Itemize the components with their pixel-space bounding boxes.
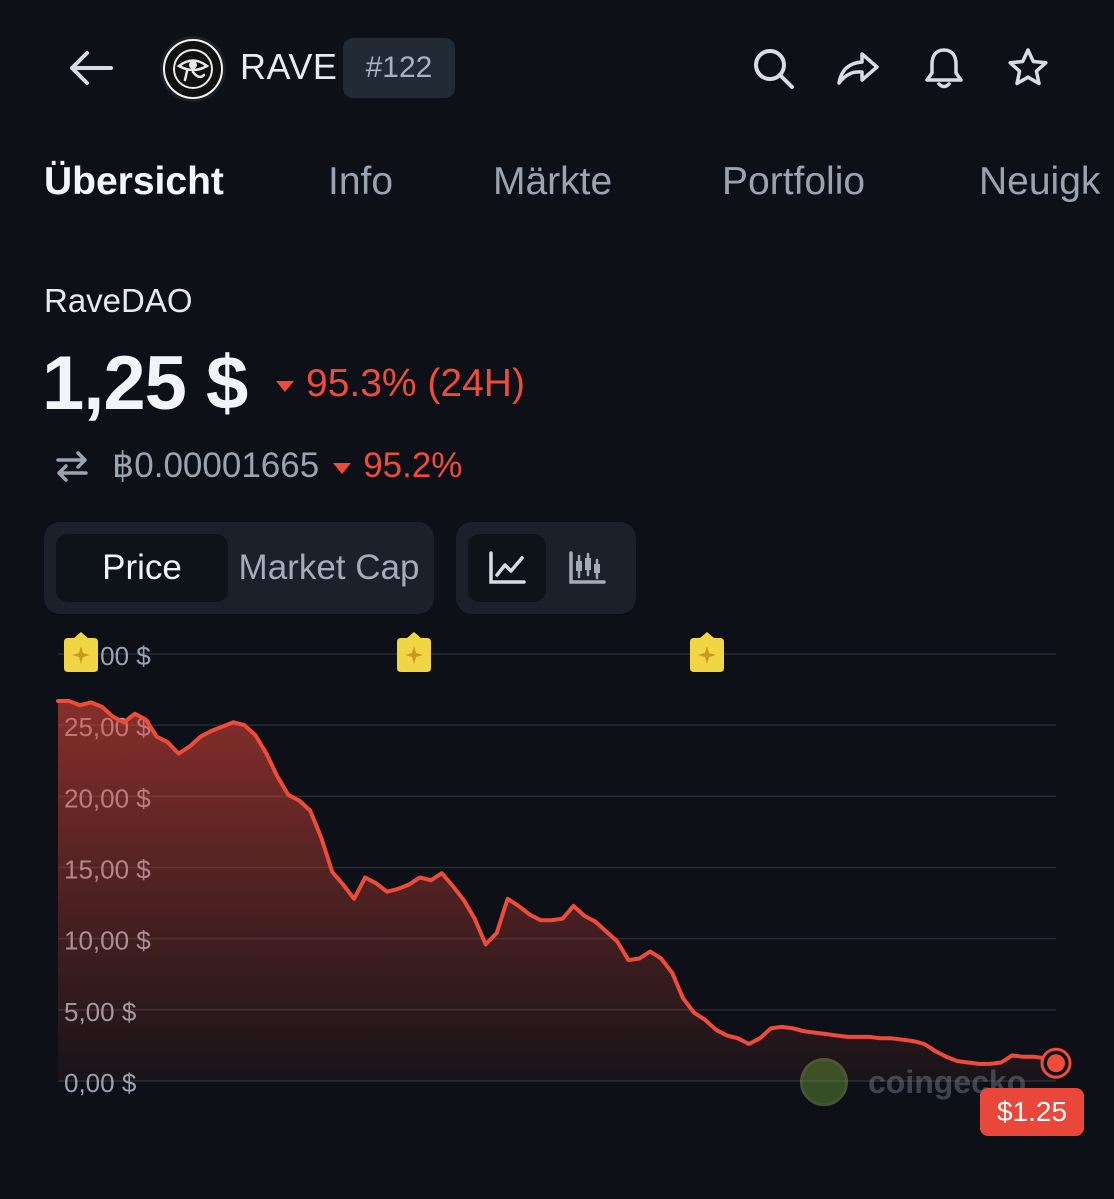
caret-down-icon [276, 380, 294, 392]
coin-logo [160, 36, 226, 102]
coin-name: RaveDAO [44, 282, 193, 319]
price-change-24h: 95.3% (24H) [276, 362, 525, 406]
share-icon [837, 52, 879, 85]
current-price: 1,25 $ [42, 341, 248, 426]
candlestick-chart-button[interactable] [548, 534, 626, 602]
eye-of-horus-icon [173, 49, 213, 89]
arrow-left-icon [70, 51, 113, 85]
tab-portfolio[interactable]: Portfolio [722, 160, 866, 203]
btc-price-row: ฿0.00001665 95.2% [54, 444, 462, 488]
price-area [58, 701, 1056, 1081]
tab-markets[interactable]: Märkte [493, 160, 613, 203]
last-price-tag: $1.25 [980, 1088, 1084, 1136]
market-cap-toggle[interactable]: Market Cap [238, 548, 420, 587]
alert-button[interactable] [916, 40, 972, 96]
coin-symbol: RAVE [240, 46, 338, 87]
coingecko-watermark: coingecko [800, 1058, 1026, 1106]
watchlist-button[interactable] [1000, 40, 1056, 96]
star-icon [1008, 48, 1048, 86]
line-chart-icon [489, 551, 526, 584]
line-chart-button[interactable] [468, 534, 546, 602]
btc-price-change: 95.2% [333, 446, 462, 486]
chart-type-toggle [456, 522, 636, 614]
share-button[interactable] [830, 40, 886, 96]
candlestick-icon [569, 551, 606, 584]
event-marker[interactable] [686, 630, 728, 674]
tab-overview[interactable]: Übersicht [44, 160, 224, 203]
tab-news[interactable]: Neuigk [979, 160, 1101, 203]
price-change-24h-value: 95.3% (24H) [306, 362, 525, 405]
btc-price-change-value: 95.2% [363, 446, 463, 485]
metric-toggle: Price Market Cap [44, 522, 434, 614]
swap-arrows-icon [56, 451, 88, 482]
tab-info[interactable]: Info [328, 160, 394, 203]
btc-price: ฿0.00001665 [112, 446, 320, 485]
caret-down-icon [333, 462, 352, 474]
rank-badge: #122 [343, 38, 455, 98]
event-marker[interactable] [393, 630, 435, 674]
event-marker[interactable] [60, 630, 102, 674]
coingecko-logo-icon [800, 1058, 848, 1106]
price-line [56, 699, 1058, 1066]
price-toggle[interactable]: Price [56, 534, 228, 602]
price-chart[interactable]: 0,00 $5,00 $10,00 $15,00 $20,00 $25,00 $… [0, 630, 1114, 1190]
bell-icon [925, 48, 963, 89]
app-header: RAVE #122 [0, 0, 1114, 140]
search-button[interactable] [745, 40, 801, 96]
last-point [1047, 1054, 1065, 1073]
search-icon [754, 49, 794, 89]
price-chart-svg: 0,00 $5,00 $10,00 $15,00 $20,00 $25,00 $… [56, 641, 1072, 1098]
back-button[interactable] [60, 42, 120, 94]
section-tabs: Übersicht Info Märkte Portfolio Neuigk [0, 160, 1114, 220]
